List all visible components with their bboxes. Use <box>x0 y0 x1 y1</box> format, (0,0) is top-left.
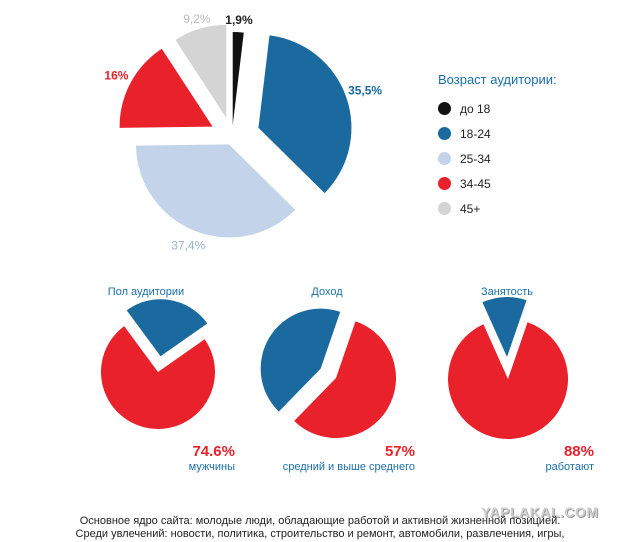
age-pie-value-label-0: 1,9% <box>225 13 253 27</box>
age-pie-slice-2 <box>136 144 296 238</box>
employment-highlight-label: работают <box>545 461 595 473</box>
caption-line-2: Среди увлечений: новости, политика, стро… <box>75 528 565 540</box>
legend-swatch <box>438 202 451 215</box>
legend-title: Возраст аудитории: <box>438 72 557 87</box>
gender-chart-title: Пол аудитории <box>107 286 185 298</box>
income-chart-title: Доход <box>311 286 343 298</box>
age-pie-value-label-1: 35,5% <box>348 83 382 97</box>
income-pie-slice-0 <box>294 321 396 438</box>
age-pie-slice-1 <box>258 35 352 194</box>
gender-pie-slice-1 <box>126 299 208 357</box>
age-pie-slice-4 <box>175 24 227 118</box>
employment-highlight-value: 88% <box>563 443 594 460</box>
legend-swatch <box>438 152 451 165</box>
legend-swatch <box>438 127 451 140</box>
gender-highlight-value: 74.6% <box>192 443 235 460</box>
legend-item-18-24: 18-24 <box>438 121 557 146</box>
legend-item-34-45: 34-45 <box>438 171 557 196</box>
legend-swatch <box>438 102 451 115</box>
income-highlight-value: 57% <box>384 443 415 460</box>
legend-label: 18-24 <box>460 126 491 141</box>
legend-label: 34-45 <box>460 176 491 191</box>
caption-line-1: Основное ядро сайта: молодые люди, облад… <box>79 515 561 527</box>
gender-pie-slice-0 <box>100 326 215 429</box>
age-pie-value-label-3: 16% <box>104 68 128 82</box>
employment-chart-title: Занятость <box>480 286 534 298</box>
legend-label: до 18 <box>460 101 491 116</box>
legend-label: 25-34 <box>460 151 491 166</box>
legend-swatch <box>438 177 451 190</box>
age-legend: Возраст аудитории: до 18 18-24 25-34 34-… <box>438 72 557 221</box>
age-pie-value-label-2: 37,4% <box>171 239 205 253</box>
income-highlight-label: средний и выше среднего <box>282 461 415 473</box>
age-pie-slice-3 <box>119 48 213 128</box>
employment-pie-slice-0 <box>448 322 568 440</box>
watermark: YAPLAKAL.COM <box>481 504 599 520</box>
age-pie-slice-0 <box>232 32 244 126</box>
legend-item-25-34: 25-34 <box>438 146 557 171</box>
employment-pie-slice-1 <box>482 297 527 358</box>
legend-label: 45+ <box>460 201 481 216</box>
age-pie-value-label-4: 9,2% <box>183 12 211 26</box>
income-pie-slice-1 <box>260 308 341 412</box>
gender-highlight-label: мужчины <box>188 461 235 473</box>
legend-item-45-plus: 45+ <box>438 196 557 221</box>
legend-item-under-18: до 18 <box>438 96 557 121</box>
